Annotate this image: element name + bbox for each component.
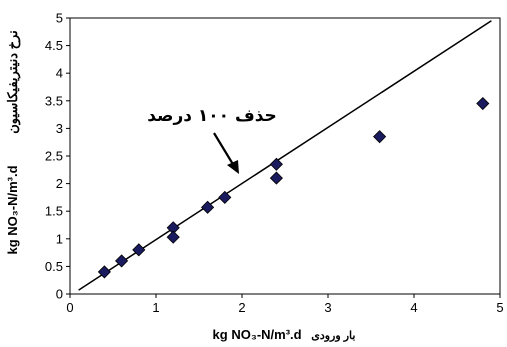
reference-line-100-percent — [78, 20, 492, 291]
data-point-diamond — [218, 190, 232, 204]
x-tick-label: 0 — [66, 300, 73, 315]
y-axis-unit: kg NO₃-N/m³.d — [5, 165, 20, 254]
x-tick-label: 5 — [496, 300, 503, 315]
x-tick-label: 3 — [324, 300, 331, 315]
y-tick-label: 2 — [56, 176, 63, 191]
data-point-diamond — [476, 96, 490, 111]
x-axis-ticks: 0 1 2 3 4 5 — [66, 294, 504, 315]
y-tick-label: 0.5 — [45, 259, 63, 274]
y-tick-label: 0 — [56, 287, 63, 302]
y-tick-label: 4 — [56, 66, 63, 81]
data-point-diamond — [166, 230, 180, 244]
y-tick-label: 3 — [56, 121, 63, 136]
y-tick-label: 1 — [56, 231, 63, 246]
x-tick-label: 2 — [238, 300, 245, 315]
y-tick-label: 2.5 — [45, 149, 63, 164]
data-point-diamond — [201, 200, 215, 214]
data-point-diamond — [269, 157, 283, 171]
y-axis-label: kg NO₃-N/m³.d نرخ دنیتریفیکاسیون — [5, 30, 21, 254]
data-point-diamond — [269, 171, 283, 185]
x-axis-unit: kg NO₃-N/m³.d — [213, 327, 302, 342]
data-point-diamond — [115, 254, 129, 268]
y-tick-label: 5 — [56, 11, 63, 26]
data-point-diamond — [132, 243, 146, 257]
data-point-diamond — [97, 265, 111, 279]
x-axis-label: kg NO₃-N/m³.d بار ورودی — [213, 327, 356, 342]
y-axis-ticks: 0 0.5 1 1.5 2 2.5 3 3.5 4 4.5 5 — [45, 11, 70, 302]
x-tick-label: 4 — [410, 300, 417, 315]
x-axis-title: بار ورودی — [311, 330, 355, 342]
annotation-label: حذف ۱۰۰ درصد — [147, 106, 277, 126]
x-tick-label: 1 — [152, 300, 159, 315]
y-axis-title: نرخ دنیتریفیکاسیون — [5, 30, 21, 134]
data-points — [97, 96, 490, 279]
data-point-diamond — [373, 130, 387, 144]
y-tick-label: 3.5 — [45, 93, 63, 108]
y-tick-label: 1.5 — [45, 204, 63, 219]
annotation-arrow — [213, 132, 239, 174]
y-tick-label: 4.5 — [45, 38, 63, 53]
